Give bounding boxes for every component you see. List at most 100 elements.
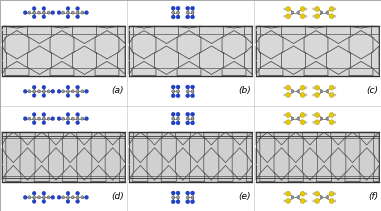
Circle shape (62, 11, 65, 14)
Circle shape (334, 193, 336, 195)
Text: (a): (a) (112, 86, 124, 95)
Circle shape (305, 193, 307, 195)
Text: (f): (f) (368, 192, 378, 201)
Circle shape (329, 7, 334, 11)
Circle shape (284, 87, 286, 89)
Circle shape (42, 11, 45, 14)
Circle shape (286, 14, 291, 19)
Circle shape (66, 7, 70, 10)
Circle shape (313, 200, 315, 202)
Circle shape (300, 120, 305, 125)
Circle shape (329, 93, 334, 97)
Circle shape (297, 11, 300, 14)
Circle shape (71, 11, 74, 14)
Bar (256, 26, 379, 76)
Circle shape (172, 196, 175, 199)
Circle shape (66, 90, 69, 93)
Bar (2, 132, 125, 182)
Circle shape (326, 11, 329, 14)
Circle shape (76, 117, 79, 120)
Circle shape (66, 191, 70, 195)
Circle shape (315, 7, 320, 11)
Circle shape (32, 191, 36, 195)
Circle shape (190, 121, 194, 125)
Circle shape (62, 90, 65, 93)
Circle shape (28, 11, 31, 14)
Circle shape (85, 196, 88, 199)
Circle shape (81, 117, 84, 120)
Circle shape (85, 89, 88, 93)
Circle shape (37, 90, 40, 93)
Circle shape (33, 11, 36, 14)
Circle shape (286, 191, 291, 196)
Circle shape (300, 199, 305, 203)
Circle shape (186, 85, 190, 89)
Circle shape (300, 85, 305, 90)
Circle shape (305, 15, 307, 17)
Circle shape (190, 112, 194, 116)
Circle shape (291, 117, 294, 120)
Circle shape (334, 8, 336, 10)
Circle shape (176, 121, 180, 125)
Circle shape (300, 7, 305, 11)
Circle shape (57, 117, 61, 120)
Circle shape (66, 85, 70, 89)
Circle shape (51, 117, 54, 120)
Circle shape (171, 191, 175, 195)
Circle shape (81, 196, 84, 199)
Circle shape (334, 15, 336, 17)
Circle shape (286, 85, 291, 90)
Circle shape (42, 117, 45, 120)
Circle shape (186, 121, 190, 125)
Circle shape (176, 85, 180, 89)
Text: (d): (d) (111, 192, 124, 201)
Circle shape (42, 113, 46, 116)
Circle shape (315, 85, 320, 90)
Circle shape (176, 6, 180, 10)
Circle shape (66, 15, 70, 19)
Circle shape (28, 117, 31, 120)
Circle shape (32, 113, 36, 116)
Circle shape (284, 15, 286, 17)
Circle shape (291, 90, 294, 93)
Circle shape (334, 200, 336, 202)
Circle shape (66, 196, 69, 199)
Circle shape (305, 114, 307, 116)
Circle shape (47, 11, 50, 14)
Circle shape (315, 199, 320, 203)
Circle shape (313, 193, 315, 195)
Circle shape (28, 90, 31, 93)
Circle shape (313, 8, 315, 10)
Circle shape (329, 85, 334, 90)
Circle shape (300, 191, 305, 196)
Circle shape (23, 89, 27, 93)
Circle shape (291, 11, 294, 14)
Circle shape (42, 85, 46, 89)
Circle shape (172, 117, 175, 120)
Circle shape (297, 196, 300, 199)
Circle shape (176, 90, 179, 93)
Circle shape (42, 94, 46, 97)
Circle shape (300, 112, 305, 117)
Circle shape (329, 14, 334, 19)
Circle shape (71, 117, 74, 120)
Circle shape (305, 200, 307, 202)
Circle shape (66, 200, 70, 203)
Circle shape (171, 85, 175, 89)
Bar (256, 132, 379, 182)
Circle shape (284, 200, 286, 202)
Circle shape (42, 90, 45, 93)
Circle shape (76, 85, 79, 89)
Circle shape (190, 94, 194, 98)
Circle shape (313, 114, 315, 116)
Circle shape (76, 191, 79, 195)
Circle shape (42, 121, 46, 124)
Circle shape (186, 11, 189, 14)
Circle shape (176, 117, 179, 120)
Circle shape (42, 191, 46, 195)
Circle shape (172, 90, 175, 93)
Circle shape (186, 200, 190, 204)
Circle shape (76, 196, 79, 199)
Circle shape (286, 199, 291, 203)
Circle shape (191, 90, 194, 93)
